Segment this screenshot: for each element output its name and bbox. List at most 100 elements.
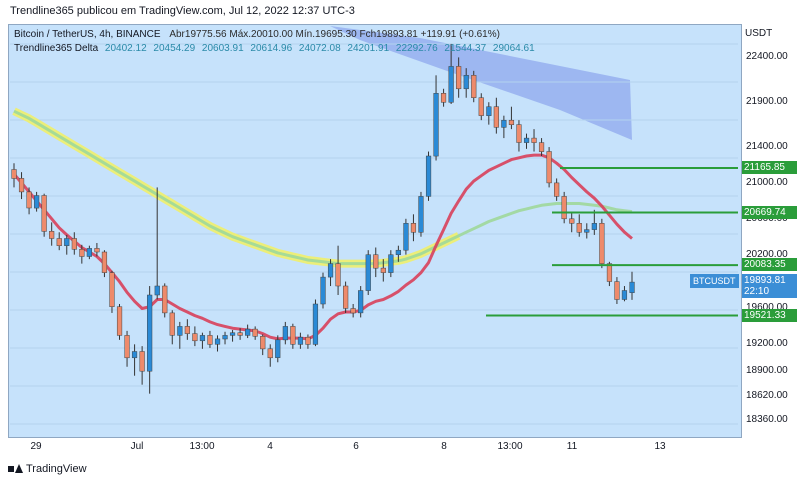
candle-body	[388, 254, 394, 273]
candle-body	[448, 66, 454, 103]
candle-body	[297, 336, 304, 345]
candle-body	[343, 285, 349, 309]
candle-body	[561, 196, 567, 220]
candle-body	[456, 66, 462, 90]
candle-body	[64, 238, 70, 246]
footer-brand[interactable]: TradingView	[8, 463, 87, 475]
y-tick-label: 19200.00	[746, 338, 788, 349]
candle-body	[34, 195, 40, 209]
candle-body	[184, 326, 190, 334]
level-price-badge[interactable]: 20083.35	[742, 258, 797, 271]
last-price-badge[interactable]: 19893.81 22:10	[742, 274, 797, 298]
candle-body	[26, 191, 32, 209]
candle-body	[11, 169, 17, 179]
chart-legend: Bitcoin / TetherUS, 4h, BINANCE Abr19775…	[14, 28, 535, 56]
candle-body	[312, 303, 319, 345]
price-axis[interactable]	[741, 24, 800, 436]
x-tick-label: Jul	[130, 441, 144, 452]
time-axis[interactable]	[8, 437, 741, 458]
candle-body	[305, 336, 311, 345]
candle-body	[365, 254, 371, 291]
candle-body	[425, 155, 432, 197]
last-price-value: 19893.81	[744, 275, 786, 286]
candle-body	[523, 137, 530, 143]
candle-body	[147, 294, 153, 372]
candle-body	[192, 333, 198, 342]
ma-green-line	[13, 109, 633, 266]
tradingview-logo-icon	[8, 464, 23, 474]
candle-body	[237, 332, 243, 336]
candle-body	[320, 276, 326, 305]
brand-name: TradingView	[26, 463, 87, 475]
candle-body	[109, 272, 115, 307]
candle-body	[290, 326, 296, 345]
candle-body	[169, 312, 175, 336]
candle-body	[606, 263, 613, 282]
candle-body	[516, 124, 522, 143]
candle-body	[508, 119, 515, 125]
candle-body	[538, 142, 545, 152]
candle-body	[245, 328, 251, 336]
candle-body	[403, 223, 409, 251]
x-tick-label: 13:00	[497, 441, 523, 452]
y-tick-label: 18900.00	[746, 365, 788, 376]
candle-body	[433, 93, 439, 157]
candle-body	[478, 97, 484, 116]
y-tick-label: 21000.00	[746, 177, 788, 188]
candle-body	[131, 351, 138, 359]
candle-body	[79, 249, 85, 257]
indicator-value: 20454.29	[153, 43, 196, 54]
candle-body	[418, 196, 424, 233]
candle-body	[207, 335, 213, 345]
candle-countdown: 22:10	[744, 286, 770, 297]
ma-yellow-band	[12, 107, 461, 268]
indicator-value: 22292.76	[395, 43, 438, 54]
y-tick-label: 21400.00	[746, 141, 788, 152]
candle-body	[493, 106, 499, 128]
candle-body	[199, 335, 206, 342]
candle-body	[373, 254, 379, 269]
candle-body	[410, 223, 417, 233]
level-price-badge[interactable]: 21165.85	[742, 161, 797, 174]
candle-body	[440, 93, 447, 103]
candle-body	[267, 348, 273, 359]
candle-body	[86, 248, 92, 257]
y-tick-label: 21900.00	[746, 96, 788, 107]
candle-body	[546, 151, 552, 184]
candle-body	[162, 285, 168, 314]
candle-body	[327, 263, 334, 278]
candle-body	[531, 137, 537, 143]
symbol-label: Bitcoin / TetherUS, 4h, BINANCE	[14, 29, 161, 40]
candle-body	[554, 182, 560, 197]
indicator-value: 24072.08	[298, 43, 341, 54]
symbol-tag[interactable]: BTCUSDT	[690, 274, 739, 288]
publication-header: Trendline365 publicou em TradingView.com…	[0, 0, 800, 20]
indicator-value: 20402.12	[104, 43, 147, 54]
candle-body	[41, 195, 47, 232]
indicator-name: Trendline365 Delta	[14, 43, 99, 54]
candle-body	[177, 326, 183, 336]
currency-label: USDT	[745, 28, 773, 39]
level-price-badge[interactable]: 19521.33	[742, 309, 797, 322]
indicator-value: 20614.96	[250, 43, 293, 54]
level-price-badge[interactable]: 20669.74	[742, 206, 797, 219]
candle-body	[350, 308, 356, 314]
y-tick-label: 22400.00	[746, 51, 788, 62]
candle-body	[124, 335, 130, 359]
cloud-band	[330, 26, 632, 140]
candle-body	[282, 326, 288, 341]
candle-body	[49, 231, 55, 239]
candle-body	[214, 338, 221, 345]
x-tick-label: 29	[30, 441, 42, 452]
candle-body	[101, 251, 108, 273]
candle-body	[139, 351, 145, 372]
y-tick-label: 18620.00	[746, 390, 788, 401]
candle-body	[275, 339, 281, 358]
x-tick-label: 11	[566, 441, 578, 452]
candle-body	[501, 119, 507, 128]
x-tick-label: 13	[654, 441, 666, 452]
indicator-row: Trendline365 Delta 20402.12 20454.29 206…	[14, 42, 535, 56]
candle-body	[335, 263, 341, 287]
candle-body	[614, 281, 620, 300]
candle-body	[599, 223, 605, 264]
